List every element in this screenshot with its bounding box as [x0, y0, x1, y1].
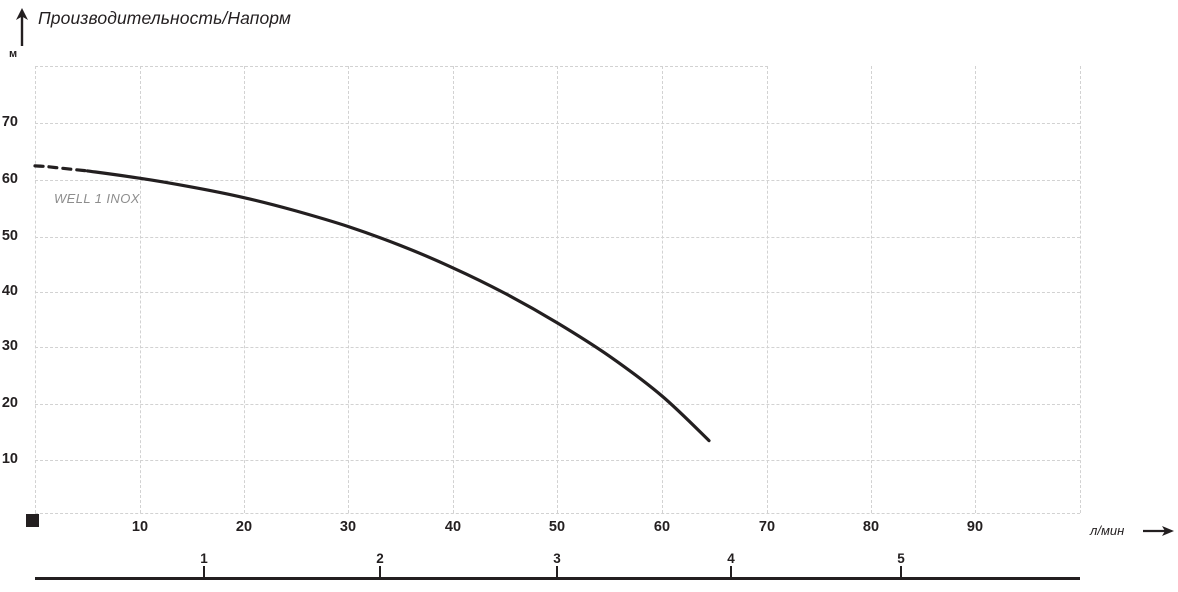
- secondary-tick-label-4: 4: [727, 551, 735, 566]
- origin-square-marker: [26, 514, 39, 527]
- secondary-tick-1: [203, 566, 205, 578]
- gridline-h-40: [35, 292, 1080, 293]
- x-tick-label-10: 10: [131, 519, 149, 535]
- gridline-v-80: [871, 66, 872, 513]
- y-axis-unit-label: м: [9, 48, 18, 60]
- secondary-tick-label-5: 5: [897, 551, 905, 566]
- y-axis-arrow-icon: [16, 8, 28, 46]
- gridline-h-10: [35, 460, 1080, 461]
- x-tick-label-30: 30: [339, 519, 357, 535]
- gridline-v-10: [140, 66, 141, 513]
- gridline-h-60: [35, 180, 1080, 181]
- gridline-v-90: [975, 66, 976, 513]
- y-tick-label-20: 20: [1, 395, 18, 411]
- gridline-h-20: [35, 404, 1080, 405]
- gridline-v-100: [1080, 66, 1081, 513]
- secondary-axis-line: [35, 577, 1080, 580]
- y-tick-label-30: 30: [1, 338, 18, 354]
- y-tick-label-70: 70: [1, 114, 18, 130]
- y-tick-label-60: 60: [1, 171, 18, 187]
- gridline-v-70: [767, 66, 768, 513]
- secondary-tick-5: [900, 566, 902, 578]
- gridline-v-40: [453, 66, 454, 513]
- x-axis-arrow-icon: [1143, 526, 1174, 536]
- x-tick-label-60: 60: [653, 519, 671, 535]
- gridline-h-70: [35, 123, 1080, 124]
- gridline-v-60: [662, 66, 663, 513]
- gridline-v-30: [348, 66, 349, 513]
- gridline-h-30: [35, 347, 1080, 348]
- x-tick-label-80: 80: [862, 519, 880, 535]
- secondary-tick-4: [730, 566, 732, 578]
- y-tick-label-40: 40: [1, 283, 18, 299]
- y-tick-label-10: 10: [1, 451, 18, 467]
- page-title: Производительность/Напорм: [38, 8, 292, 28]
- x-tick-label-70: 70: [758, 519, 776, 535]
- x-tick-label-50: 50: [548, 519, 566, 535]
- secondary-tick-3: [556, 566, 558, 578]
- x-tick-label-20: 20: [235, 519, 253, 535]
- gridline-v-20: [244, 66, 245, 513]
- plot-area: [35, 66, 1081, 514]
- secondary-tick-label-2: 2: [376, 551, 384, 566]
- gridline-v-0: [35, 66, 36, 513]
- secondary-tick-label-1: 1: [200, 551, 208, 566]
- gridline-v-50: [557, 66, 558, 513]
- gridline-h-50: [35, 237, 1080, 238]
- x-tick-label-90: 90: [966, 519, 984, 535]
- secondary-tick-label-3: 3: [553, 551, 561, 566]
- y-tick-label-50: 50: [1, 228, 18, 244]
- secondary-tick-2: [379, 566, 381, 578]
- gridline-top-border: [35, 66, 768, 67]
- x-axis-unit-label: л/мин: [1090, 523, 1125, 538]
- curve-annotation-well-1-inox: WELL 1 INOX: [54, 191, 140, 206]
- x-tick-label-40: 40: [444, 519, 462, 535]
- gridline-h-0: [35, 513, 1080, 514]
